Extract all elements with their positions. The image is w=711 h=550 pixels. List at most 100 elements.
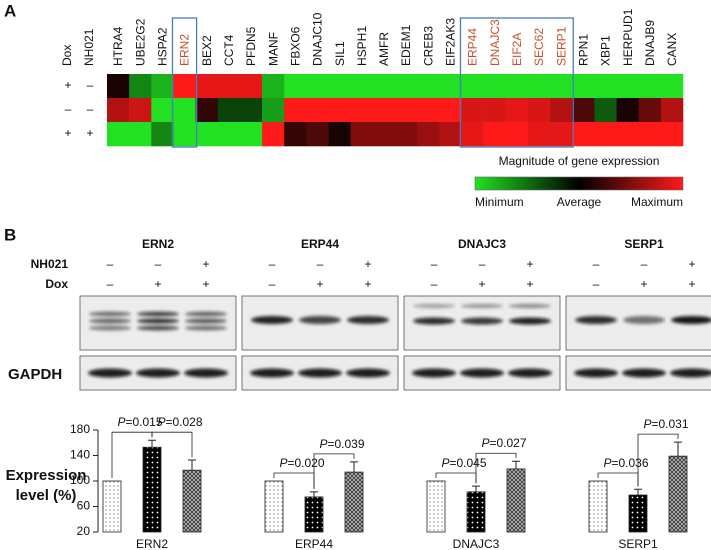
p-value: P=0.027 xyxy=(481,436,526,450)
heatmap-cell xyxy=(572,122,595,147)
bar xyxy=(102,480,122,533)
y-tick-label: 100 xyxy=(70,473,90,487)
heatmap-cell xyxy=(328,98,351,123)
heatmap-cell xyxy=(550,98,573,123)
condition-sign: + xyxy=(316,277,323,291)
legend-label: Average xyxy=(557,195,602,209)
heatmap-cell xyxy=(527,122,551,147)
gene-label: EIF2A xyxy=(510,33,524,66)
blot-band xyxy=(250,368,294,378)
blot-band xyxy=(671,316,711,324)
heatmap-cell xyxy=(483,74,507,99)
significance-bracket xyxy=(475,452,517,484)
blot-band xyxy=(509,304,551,308)
y-tick-label: 20 xyxy=(77,524,91,538)
legend-gradient xyxy=(474,176,684,191)
bar xyxy=(344,471,364,533)
blot-band xyxy=(460,368,504,378)
blot-band xyxy=(89,318,131,324)
error-bar xyxy=(188,459,196,471)
heatmap-cell xyxy=(638,98,662,123)
heatmap-cell xyxy=(439,74,462,99)
condition-sign: + xyxy=(526,257,533,271)
gene-label: XBP1 xyxy=(599,35,613,66)
heatmap-cell xyxy=(594,98,617,123)
heatmap-cell xyxy=(173,98,196,123)
heatmap-cell xyxy=(461,122,484,147)
gene-label: SEC62 xyxy=(532,28,546,66)
heatmap-cell xyxy=(505,74,529,99)
blot-band xyxy=(413,304,455,308)
significance-bracket xyxy=(151,431,193,457)
x-tick-label: DNAJC3 xyxy=(453,537,500,550)
gene-label: HSPH1 xyxy=(355,26,369,66)
panel-label: B xyxy=(4,225,16,244)
condition-sign: – xyxy=(317,257,324,271)
condition-sign: – xyxy=(479,257,486,271)
gene-label: FBXO6 xyxy=(288,26,302,66)
heatmap-cell xyxy=(217,74,241,99)
gene-label: ERN2 xyxy=(178,34,192,66)
heatmap-cell xyxy=(638,74,662,99)
heatmap-cell xyxy=(395,98,418,123)
blot-band xyxy=(509,317,551,325)
blot-band xyxy=(136,368,180,378)
condition-sign: – xyxy=(593,257,600,271)
p-value: P=0.045 xyxy=(441,456,486,470)
blot-band xyxy=(137,311,179,317)
blot-title: ERN2 xyxy=(142,237,174,251)
heatmap-cell xyxy=(151,74,174,99)
blot-row-header: Dox xyxy=(45,277,68,291)
blot-band xyxy=(413,317,455,325)
heatmap-cell xyxy=(173,122,196,147)
blot-band xyxy=(574,368,618,378)
blot-band xyxy=(89,311,131,317)
heatmap-cell xyxy=(350,98,374,123)
heatmap-cell xyxy=(483,98,507,123)
heatmap-cell xyxy=(217,122,241,147)
heatmap-cell xyxy=(129,74,152,99)
error-bar xyxy=(674,441,682,457)
gene-label: PFDN5 xyxy=(244,26,258,66)
gene-label: CREB3 xyxy=(421,26,435,66)
heatmap-cell xyxy=(217,98,241,123)
error-bar xyxy=(148,439,156,448)
bar xyxy=(506,468,526,533)
condition-sign: – xyxy=(431,277,438,291)
heatmap-cell xyxy=(151,98,174,123)
gene-label: EDEM1 xyxy=(399,24,413,66)
heatmap-cell xyxy=(483,122,507,147)
heatmap-cell xyxy=(439,122,462,147)
condition-sign: – xyxy=(87,78,94,92)
heatmap-cell xyxy=(328,74,351,99)
heatmap-cell xyxy=(439,98,462,123)
legend-title: Magnitude of gene expression xyxy=(499,154,660,168)
condition-sign: – xyxy=(593,277,600,291)
heatmap-cell xyxy=(638,122,662,147)
error-bar xyxy=(472,485,480,492)
condition-sign: – xyxy=(65,102,72,116)
blot-band xyxy=(623,316,665,324)
gene-label: AMFR xyxy=(377,32,391,66)
heatmap-cell xyxy=(417,122,440,147)
heatmap-cell xyxy=(262,74,285,99)
gene-label: UBE2G2 xyxy=(133,18,147,66)
heatmap-cell xyxy=(195,122,219,147)
significance-bracket xyxy=(313,453,355,489)
heatmap-cell xyxy=(239,74,263,99)
heatmap-cell xyxy=(372,98,396,123)
heatmap-cell xyxy=(461,98,484,123)
bar xyxy=(668,455,688,533)
heatmap-cell xyxy=(107,74,130,99)
heatmap-cell xyxy=(616,98,639,123)
heatmap-cell xyxy=(129,122,152,147)
blot-band xyxy=(622,368,666,378)
blot-band xyxy=(298,368,342,378)
heatmap-cell xyxy=(129,98,152,123)
heatmap-cell xyxy=(372,74,396,99)
gene-label: SERP1 xyxy=(554,26,568,66)
blot-title: DNAJC3 xyxy=(458,237,506,251)
error-bar xyxy=(512,460,520,469)
condition-sign: – xyxy=(87,102,94,116)
